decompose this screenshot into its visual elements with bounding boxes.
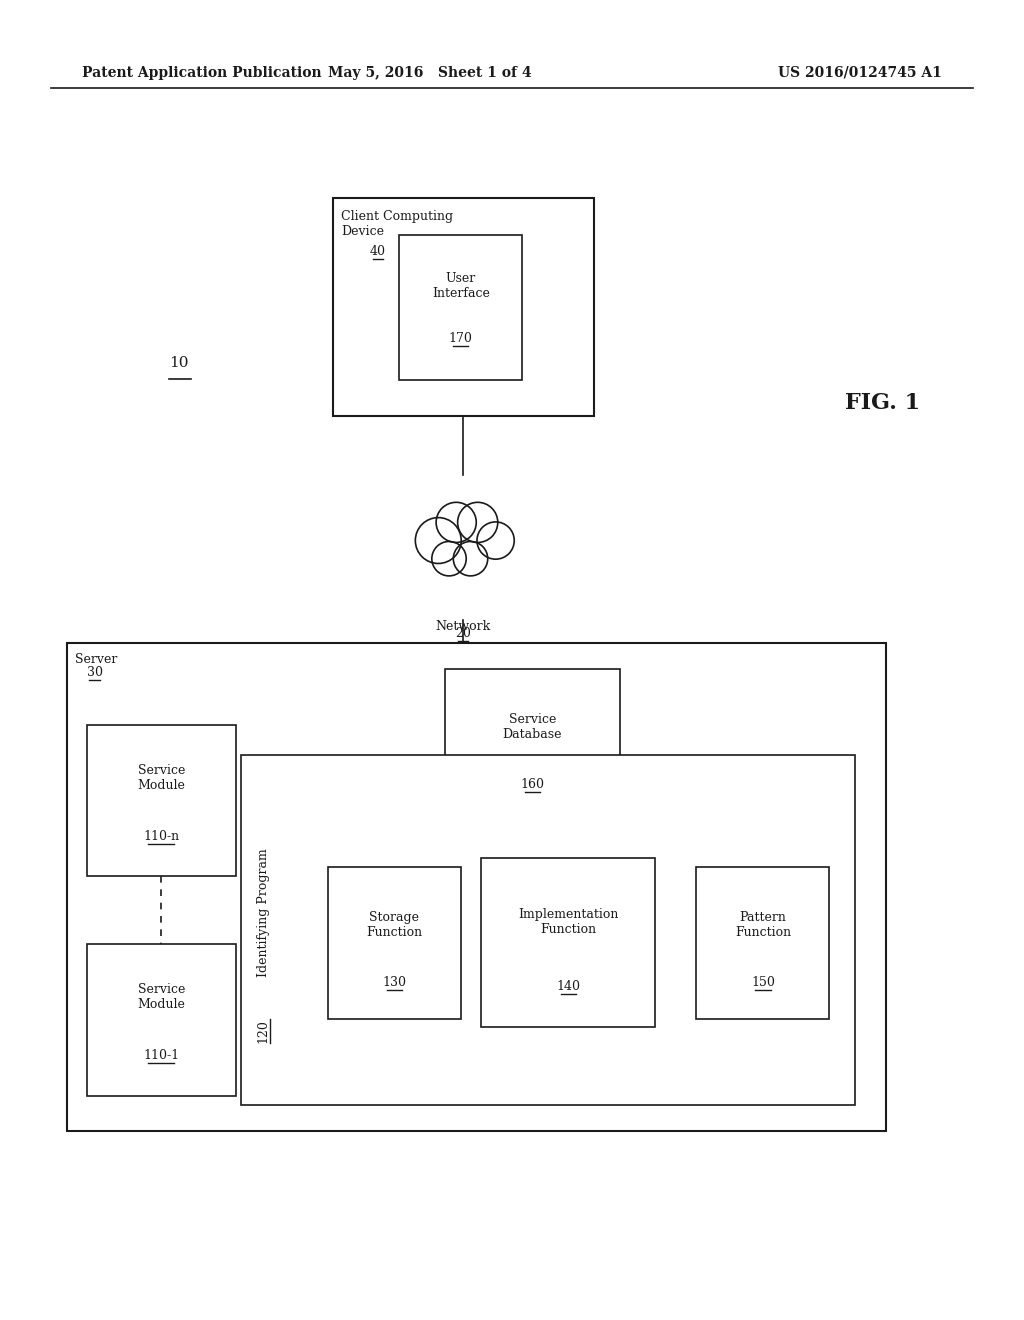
Text: Identifying Program: Identifying Program xyxy=(257,847,269,977)
Text: 160: 160 xyxy=(520,777,545,791)
Text: Pattern
Function: Pattern Function xyxy=(735,911,791,939)
Text: US 2016/0124745 A1: US 2016/0124745 A1 xyxy=(778,66,942,79)
Text: Implementation
Function: Implementation Function xyxy=(518,908,618,936)
Text: 10: 10 xyxy=(169,356,188,371)
Text: Service
Module: Service Module xyxy=(137,983,185,1011)
Circle shape xyxy=(416,517,461,564)
Text: User
Interface: User Interface xyxy=(432,272,489,300)
Text: Patent Application Publication: Patent Application Publication xyxy=(82,66,322,79)
Bar xyxy=(333,198,594,416)
Text: Service
Module: Service Module xyxy=(137,764,185,792)
Text: 140: 140 xyxy=(556,981,581,993)
Text: Client Computing
Device: Client Computing Device xyxy=(341,210,453,238)
Bar xyxy=(241,755,855,1105)
Text: Network: Network xyxy=(436,620,490,634)
Bar xyxy=(328,867,461,1019)
Text: 130: 130 xyxy=(382,975,407,989)
Bar xyxy=(481,858,655,1027)
Text: Server: Server xyxy=(75,653,117,665)
Bar xyxy=(696,867,829,1019)
Text: Storage
Function: Storage Function xyxy=(367,911,422,939)
Circle shape xyxy=(458,503,498,543)
Text: 110-1: 110-1 xyxy=(143,1049,179,1063)
Circle shape xyxy=(432,541,466,576)
Text: Service
Database: Service Database xyxy=(503,713,562,741)
Bar xyxy=(445,669,620,821)
Circle shape xyxy=(477,521,514,560)
Text: 40: 40 xyxy=(370,246,386,257)
Text: 150: 150 xyxy=(751,975,775,989)
Bar xyxy=(87,725,236,876)
Text: 20: 20 xyxy=(456,627,471,640)
Text: 170: 170 xyxy=(449,333,473,346)
Bar xyxy=(399,235,522,380)
Text: 120: 120 xyxy=(257,1019,269,1043)
Bar xyxy=(67,643,886,1131)
Bar xyxy=(87,944,236,1096)
Text: FIG. 1: FIG. 1 xyxy=(845,392,920,413)
Text: 110-n: 110-n xyxy=(143,830,179,843)
Circle shape xyxy=(436,503,476,543)
Text: May 5, 2016   Sheet 1 of 4: May 5, 2016 Sheet 1 of 4 xyxy=(329,66,531,79)
Circle shape xyxy=(454,541,487,576)
Text: 30: 30 xyxy=(87,665,102,678)
